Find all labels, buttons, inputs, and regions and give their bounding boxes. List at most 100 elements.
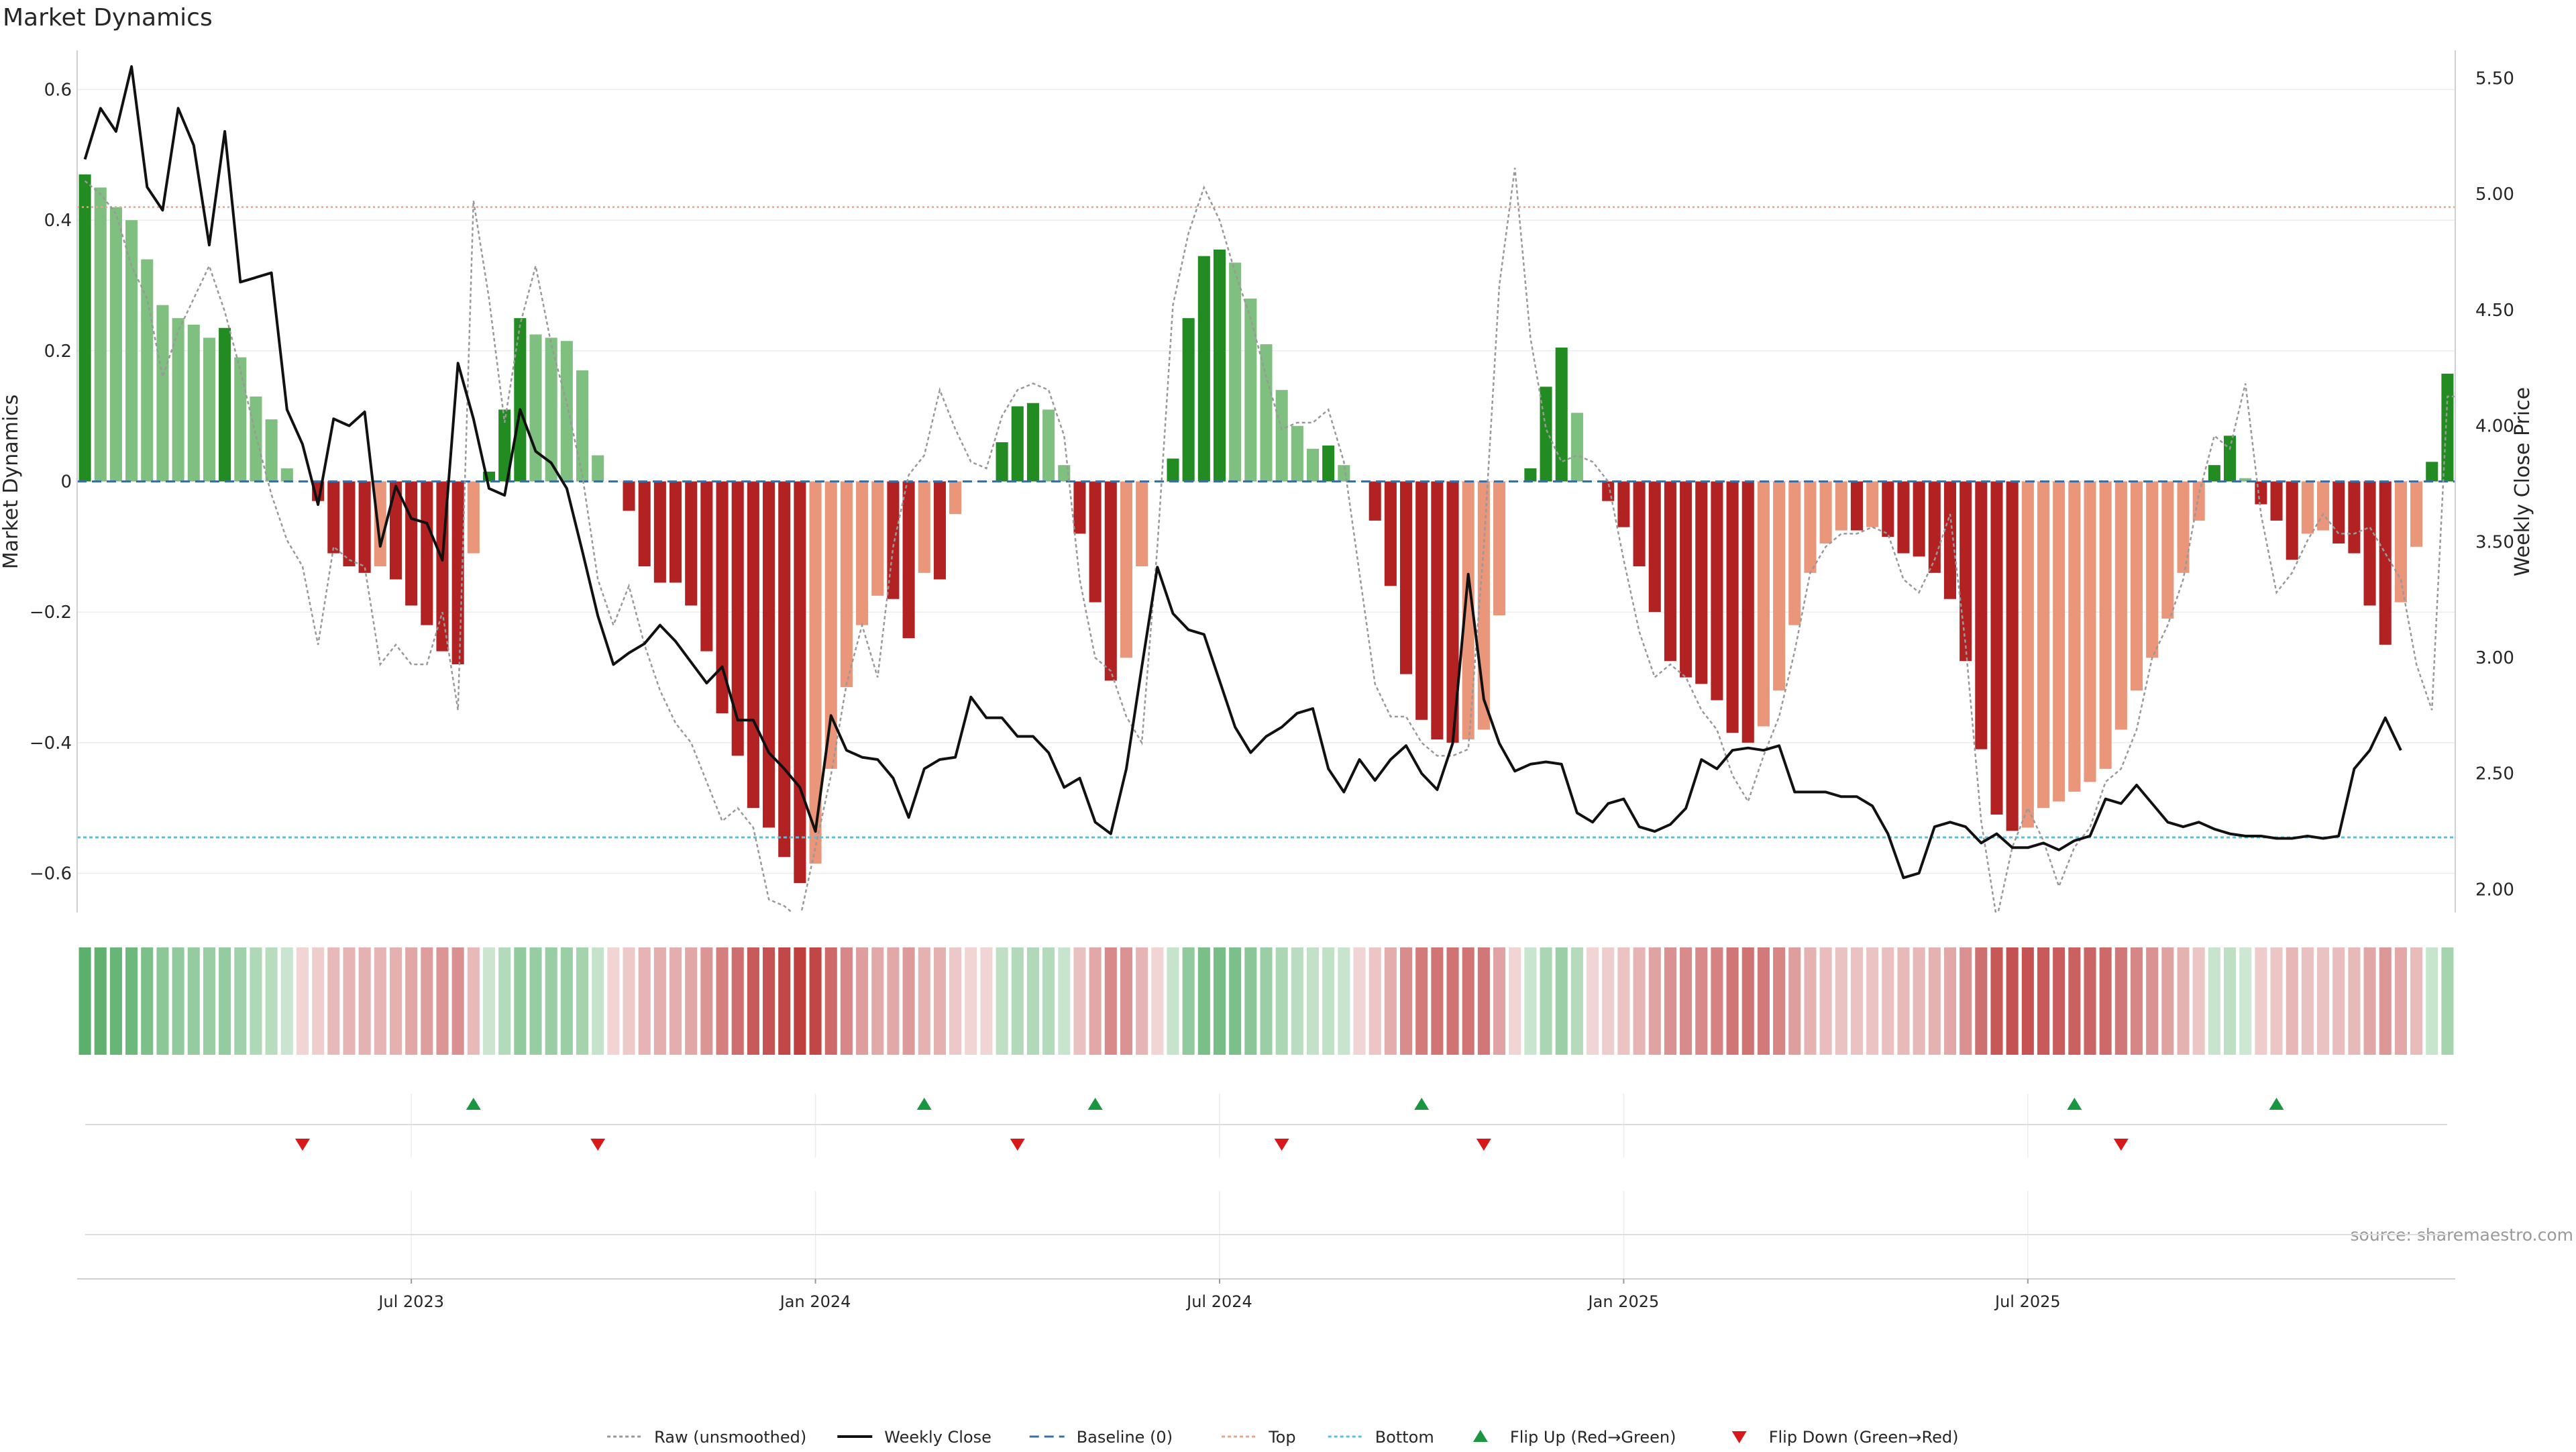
legend-item: Baseline (0) [1029, 1428, 1173, 1447]
flip-down-marker [1476, 1139, 1491, 1151]
heat-cell [1197, 947, 1210, 1055]
heat-cell [1493, 947, 1506, 1055]
momentum-bar [250, 396, 262, 482]
heat-cell [1229, 947, 1242, 1055]
momentum-bar [2084, 481, 2096, 782]
heat-cell [203, 947, 215, 1055]
momentum-bar [653, 481, 666, 583]
heat-cell [731, 947, 744, 1055]
heat-cell [1431, 947, 1444, 1055]
momentum-bar [1819, 481, 1832, 543]
momentum-bar [2161, 481, 2174, 619]
x-tick-label: Jul 2024 [1185, 1292, 1252, 1311]
heat-cell [638, 947, 651, 1055]
momentum-bar [560, 341, 573, 482]
heat-cell [467, 947, 480, 1055]
left-tick-label: −0.4 [30, 733, 72, 754]
heat-cell [1960, 947, 1972, 1055]
heat-cell [794, 947, 806, 1055]
momentum-bar [824, 481, 837, 769]
heat-cell [2332, 947, 2345, 1055]
heat-cell [1524, 947, 1537, 1055]
heat-cell [94, 947, 107, 1055]
heat-cell [996, 947, 1008, 1055]
heat-cell [2177, 947, 2190, 1055]
momentum-bar [669, 481, 682, 583]
momentum-bar [187, 324, 200, 482]
momentum-bar [2363, 481, 2376, 606]
heat-cell [1664, 947, 1676, 1055]
heat-cell [2301, 947, 2314, 1055]
heat-cell [1711, 947, 1723, 1055]
heat-cell [141, 947, 154, 1055]
heat-cell [623, 947, 635, 1055]
x-tick-label: Jan 2024 [779, 1292, 851, 1311]
momentum-bar [2114, 481, 2127, 730]
momentum-bar [700, 481, 713, 652]
heat-cell [1353, 947, 1366, 1055]
heat-cell [840, 947, 853, 1055]
legend: Raw (unsmoothed) Weekly Close Baseline (0)… [607, 1428, 1958, 1447]
momentum-bar [1975, 481, 1988, 749]
momentum-bar [638, 481, 651, 567]
heat-cell [172, 947, 184, 1055]
heat-cell [529, 947, 542, 1055]
heat-cell [1741, 947, 1754, 1055]
momentum-bar [1291, 425, 1303, 482]
heat-cell [498, 947, 511, 1055]
legend-label: Raw (unsmoothed) [654, 1428, 806, 1447]
heat-cell [1338, 947, 1350, 1055]
heat-cell [2426, 947, 2438, 1055]
right-tick-label: 2.50 [2475, 764, 2514, 784]
momentum-bar [2441, 373, 2454, 482]
heat-cell [653, 947, 666, 1055]
momentum-bar [1741, 481, 1754, 743]
heat-cell [1633, 947, 1646, 1055]
flip-down-marker [590, 1139, 606, 1151]
momentum-bar [1804, 481, 1817, 573]
right-tick-label: 2.00 [2475, 880, 2514, 900]
heat-cell [1042, 947, 1055, 1055]
momentum-bar [2379, 481, 2392, 645]
momentum-bar [1633, 481, 1646, 567]
heat-cell [1244, 947, 1257, 1055]
momentum-bar [576, 370, 589, 482]
heat-cell [1975, 947, 1988, 1055]
momentum-bar [2037, 481, 2050, 809]
momentum-bar [1695, 481, 1708, 684]
heat-cell [2317, 947, 2330, 1055]
flip-down-marker [2113, 1139, 2129, 1151]
legend-item: Weekly Close [837, 1428, 991, 1447]
heat-cell [1835, 947, 1847, 1055]
momentum-bar [1368, 481, 1381, 521]
legend-item: Flip Down (Green→Red) [1731, 1428, 1958, 1447]
weekly-close-line [83, 65, 2402, 880]
momentum-bar [1648, 481, 1661, 613]
legend-label: Baseline (0) [1077, 1428, 1173, 1447]
heat-cell [2255, 947, 2267, 1055]
momentum-bar [2286, 481, 2298, 560]
heat-cell [763, 947, 775, 1055]
heat-cell [685, 947, 698, 1055]
heat-cell [1804, 947, 1817, 1055]
heat-cell [250, 947, 262, 1055]
heat-cell [1726, 947, 1739, 1055]
heat-cell [669, 947, 682, 1055]
momentum-bar [2348, 481, 2361, 554]
flip-up-marker [1414, 1098, 1430, 1110]
flip-up-marker [1087, 1098, 1103, 1110]
momentum-bar [2192, 481, 2205, 521]
heat-cell [592, 947, 604, 1055]
heat-cell [2084, 947, 2096, 1055]
momentum-bar [2394, 481, 2407, 603]
heat-cell [856, 947, 869, 1055]
momentum-bar [498, 409, 511, 482]
raw-line [84, 168, 2455, 913]
chart-title: Market Dynamics [3, 4, 213, 32]
heat-cell [1757, 947, 1770, 1055]
momentum-bar [856, 481, 869, 625]
momentum-bar [2332, 481, 2345, 543]
momentum-bar [1399, 481, 1413, 674]
momentum-bar [1726, 481, 1739, 733]
